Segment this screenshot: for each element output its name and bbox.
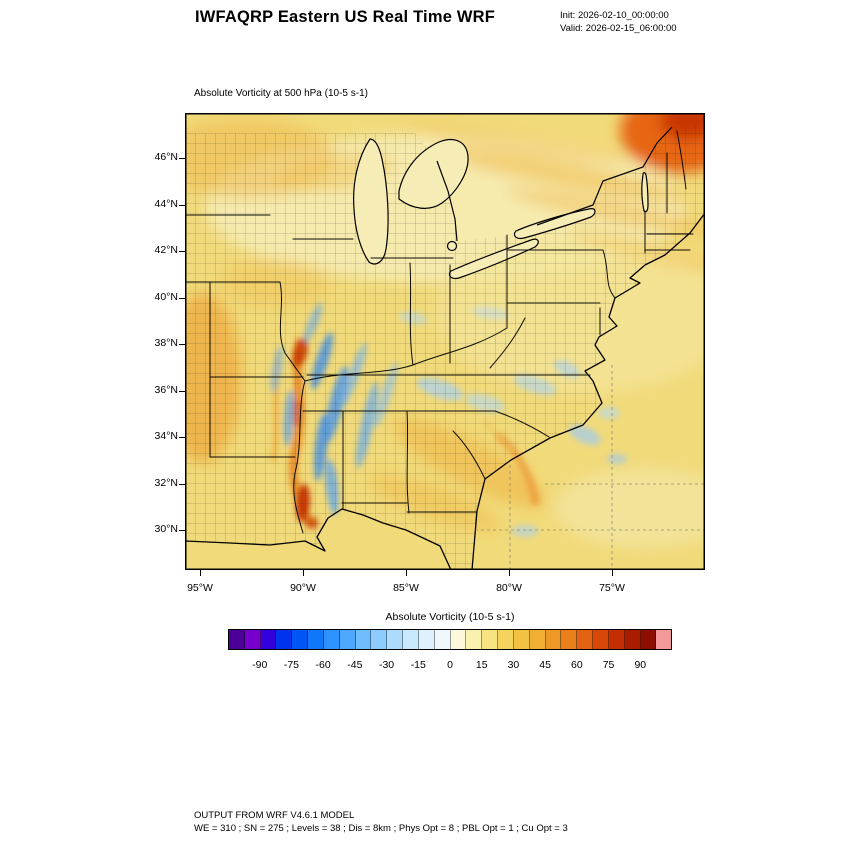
field-title: Absolute Vorticity at 500 hPa (10-5 s-1) xyxy=(194,88,368,99)
colorbar-tick-label: 45 xyxy=(539,659,551,671)
lon-tick-mark xyxy=(406,570,407,576)
colorbar-tick-label: -90 xyxy=(252,659,268,671)
colorbar-segment xyxy=(529,630,546,649)
lon-tick-mark xyxy=(200,570,201,576)
lat-tick-label: 44°N xyxy=(154,197,178,210)
colorbar-segment xyxy=(229,630,245,649)
colorbar xyxy=(228,629,672,650)
colorbar-segment xyxy=(403,630,419,649)
page-title: IWFAQRP Eastern US Real Time WRF xyxy=(194,8,496,26)
vorticity-map xyxy=(185,113,705,570)
lat-tick-mark xyxy=(179,158,185,159)
lon-tick-label: 80°W xyxy=(496,582,522,594)
colorbar-tick-label: 75 xyxy=(602,659,615,671)
run-times: Init: 2026-02-10_00:00:00 Valid: 2026-02… xyxy=(560,9,677,35)
colorbar-segment xyxy=(466,630,483,649)
lat-tick-mark xyxy=(179,437,185,438)
lon-tick-label: 85°W xyxy=(393,582,419,594)
lat-tick-mark xyxy=(179,483,185,485)
lat-tick-label: 32°N xyxy=(154,476,178,489)
lat-tick-mark xyxy=(179,297,185,299)
lon-tick-mark xyxy=(612,570,613,576)
colorbar-tick-label: -15 xyxy=(410,659,426,671)
lat-tick-label: 42°N xyxy=(154,244,178,256)
footer-config-line: WE = 310 ; SN = 275 ; Levels = 38 ; Dis … xyxy=(194,822,568,834)
colorbar-segment xyxy=(608,630,625,649)
colorbar-segment xyxy=(498,630,514,649)
colorbar-segment xyxy=(513,630,530,649)
lon-tick-mark xyxy=(303,570,304,576)
colorbar-segment xyxy=(355,630,372,649)
lon-tick-label: 75°W xyxy=(599,582,625,594)
colorbar-tick-label: 15 xyxy=(475,659,488,671)
colorbar-title: Absolute Vorticity (10-5 s-1) xyxy=(385,611,515,623)
colorbar-segment xyxy=(308,630,324,649)
colorbar-segment xyxy=(276,630,293,649)
lake-erie xyxy=(448,238,539,280)
great-lakes xyxy=(353,138,649,280)
lon-tick-mark xyxy=(509,570,510,576)
lon-tick-label: 95°W xyxy=(187,582,213,594)
colorbar-segment xyxy=(418,630,435,649)
map-border xyxy=(185,113,705,570)
colorbar-tick-label: 60 xyxy=(571,659,583,671)
lon-tick-label: 90°W xyxy=(290,582,316,594)
lat-tick-label: 30°N xyxy=(154,523,178,535)
colorbar-segment xyxy=(292,630,309,649)
colorbar-tick-label: 0 xyxy=(447,659,453,671)
colorbar-segment xyxy=(450,630,467,649)
lat-tick-mark xyxy=(179,251,185,252)
colorbar-segment xyxy=(545,630,562,649)
colorbar-tick-label: -45 xyxy=(347,659,363,671)
colorbar-segment xyxy=(387,630,404,649)
lat-tick-mark xyxy=(179,530,185,531)
colorbar-segment xyxy=(482,630,499,649)
footer: OUTPUT FROM WRF V4.6.1 MODEL WE = 310 ; … xyxy=(194,810,568,835)
colorbar-segment xyxy=(561,630,578,649)
colorbar-tick-label: 90 xyxy=(634,659,647,671)
lat-tick-label: 34°N xyxy=(154,430,178,442)
colorbar-tick-label: -30 xyxy=(378,659,395,671)
colorbar-segment xyxy=(656,630,672,649)
map-panel xyxy=(185,113,705,570)
canada-border xyxy=(436,126,673,242)
colorbar-segment xyxy=(624,630,641,649)
colorbar-segment xyxy=(260,630,277,649)
colorbar-segment xyxy=(593,630,609,649)
lat-tick-label: 40°N xyxy=(154,290,178,303)
lake-st-clair xyxy=(446,240,458,252)
state-boundaries xyxy=(185,130,694,534)
lake-champlain xyxy=(641,172,649,213)
colorbar-tick-label: -75 xyxy=(283,659,300,671)
init-time: Init: 2026-02-10_00:00:00 xyxy=(560,10,669,21)
colorbar-segment xyxy=(577,630,594,649)
lake-huron xyxy=(398,138,469,209)
colorbar-tick-label: 30 xyxy=(507,659,520,671)
lat-tick-mark xyxy=(179,204,185,206)
colorbar-tick-label: -60 xyxy=(315,659,331,671)
lake-michigan xyxy=(353,138,389,265)
lat-tick-label: 46°N xyxy=(154,151,178,163)
coastline xyxy=(185,212,705,570)
valid-time: Valid: 2026-02-15_06:00:00 xyxy=(560,23,677,34)
colorbar-segment xyxy=(434,630,451,649)
colorbar-segment xyxy=(640,630,657,649)
graticule xyxy=(475,365,705,570)
lat-tick-label: 36°N xyxy=(154,383,178,396)
lat-tick-mark xyxy=(179,390,185,392)
colorbar-segment xyxy=(339,630,356,649)
lat-tick-mark xyxy=(179,344,185,345)
footer-model-line: OUTPUT FROM WRF V4.6.1 MODEL xyxy=(194,810,355,821)
colorbar-segment xyxy=(244,630,261,649)
colorbar-segment xyxy=(323,630,340,649)
lat-tick-label: 38°N xyxy=(154,337,178,349)
colorbar-segment xyxy=(371,630,388,649)
